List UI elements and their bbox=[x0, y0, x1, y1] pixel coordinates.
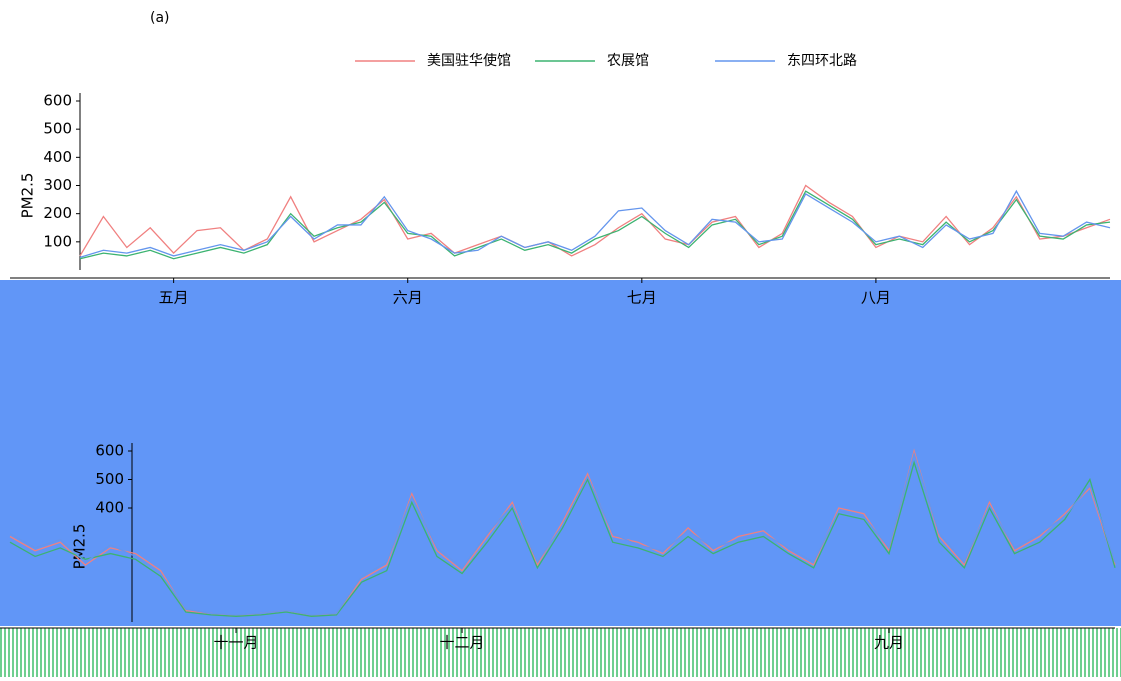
y-axis-label: PM2.5 bbox=[71, 524, 89, 570]
legend-label: 农展馆 bbox=[607, 53, 649, 69]
x-tick-label: 七月 bbox=[627, 289, 657, 307]
legend-label: 美国驻华使馆 bbox=[427, 52, 511, 69]
y-tick-label: 300 bbox=[43, 176, 72, 194]
y-tick-label: 600 bbox=[43, 92, 72, 110]
y-tick-label: 100 bbox=[43, 232, 72, 250]
y-tick-label: 600 bbox=[95, 442, 124, 460]
panel-label: (a) bbox=[150, 10, 170, 26]
series-line bbox=[79, 184, 1111, 257]
x-tick-label: 五月 bbox=[159, 289, 189, 307]
x-tick-label: 十二月 bbox=[440, 634, 485, 652]
y-axis-label: PM2.5 bbox=[19, 173, 37, 219]
glitch-block bbox=[0, 280, 1121, 626]
y-tick-label: 200 bbox=[43, 204, 72, 222]
x-tick-label: 六月 bbox=[393, 289, 423, 307]
legend-label: 东四环北路 bbox=[787, 53, 857, 69]
x-tick-label: 八月 bbox=[861, 289, 891, 307]
series-line bbox=[9, 460, 1116, 617]
y-tick-label: 400 bbox=[43, 148, 72, 166]
y-tick-label: 500 bbox=[95, 470, 124, 488]
series-line bbox=[9, 451, 1116, 616]
y-tick-label: 400 bbox=[95, 499, 124, 517]
y-tick-label: 500 bbox=[43, 120, 72, 138]
series-line bbox=[79, 189, 1111, 258]
series-line bbox=[79, 190, 1111, 260]
x-tick-label: 十一月 bbox=[214, 634, 259, 652]
glitch-stripes bbox=[0, 628, 1121, 677]
x-tick-label: 九月 bbox=[874, 634, 904, 652]
